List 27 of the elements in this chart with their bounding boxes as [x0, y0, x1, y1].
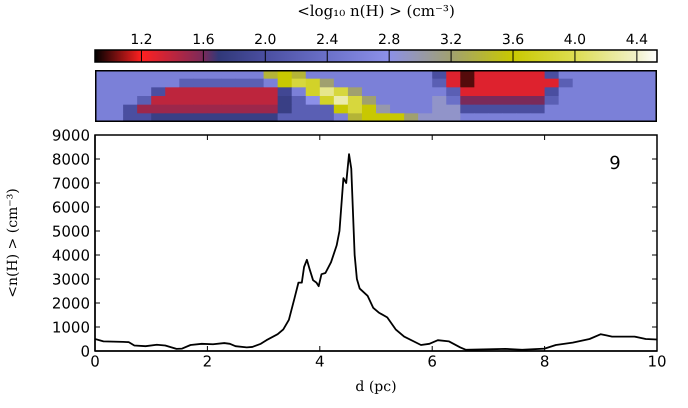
x-tick-label: 6: [427, 352, 437, 371]
color-bar-label: 2.4: [316, 32, 338, 48]
x-tick-label: 10: [647, 352, 667, 371]
color-bar-label: 4.0: [564, 32, 586, 48]
y-tick-label: 3000: [52, 270, 90, 288]
y-tick-label: 2000: [52, 294, 90, 312]
x-axis-title: d (pc): [355, 379, 397, 395]
x-tick-label: 4: [315, 352, 325, 371]
color-bar-label: 2.0: [254, 32, 276, 48]
color-bar-label: 2.8: [378, 32, 400, 48]
color-bar-label: 3.6: [502, 32, 524, 48]
x-tick-label: 8: [540, 352, 550, 371]
y-tick-label: 1000: [52, 318, 90, 336]
color-bar-label: 3.2: [440, 32, 462, 48]
color-bar-label: 4.4: [626, 32, 648, 48]
color-bar-title: <log₁₀ n(H) > (cm⁻³): [296, 2, 456, 20]
y-tick-label: 9000: [52, 126, 90, 144]
y-tick-label: 8000: [52, 150, 90, 168]
annotation: 9: [609, 153, 621, 174]
y-tick-label: 6000: [52, 198, 90, 216]
x-tick-label: 2: [202, 352, 212, 371]
color-bar-label: 1.6: [192, 32, 215, 48]
y-tick-label: 4000: [52, 246, 90, 264]
color-bar-label: 1.2: [130, 32, 153, 48]
y-tick-label: 7000: [52, 174, 90, 192]
y-tick-label: 5000: [52, 222, 90, 240]
y-axis-title: <n(H) > (cm⁻³): [4, 188, 21, 298]
